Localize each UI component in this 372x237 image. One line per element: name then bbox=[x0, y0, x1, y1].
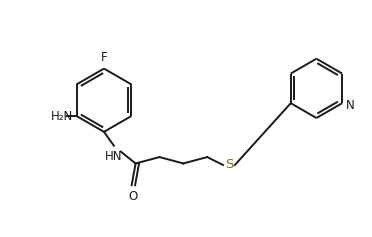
Text: F: F bbox=[101, 51, 107, 64]
Text: O: O bbox=[128, 190, 138, 203]
Text: N: N bbox=[346, 99, 355, 112]
Text: HN: HN bbox=[105, 150, 123, 163]
Text: S: S bbox=[225, 159, 233, 172]
Text: H₂N: H₂N bbox=[50, 109, 73, 123]
